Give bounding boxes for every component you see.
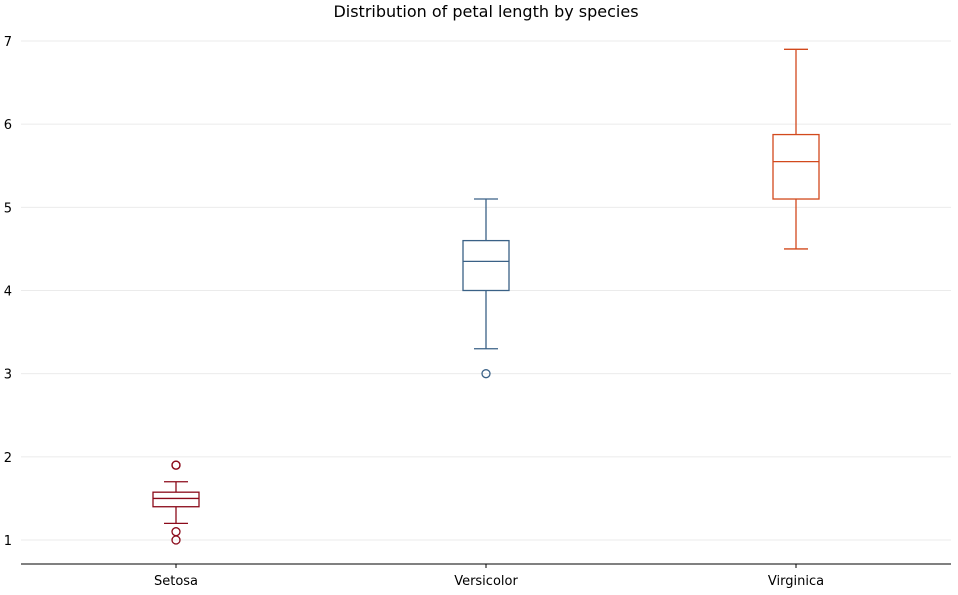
outlier-point <box>171 527 181 537</box>
y-tick-label: 3 <box>4 368 12 383</box>
outlier-point <box>481 369 491 379</box>
iqr-box <box>772 133 820 200</box>
chart-title: Distribution of petal length by species <box>333 2 638 21</box>
y-tick-label: 4 <box>4 285 12 300</box>
y-tick-label: 7 <box>4 35 12 50</box>
x-tick-label: Virginica <box>768 574 824 589</box>
y-tick-label: 6 <box>4 118 12 133</box>
outlier-point <box>171 460 181 470</box>
box-setosa <box>152 460 200 545</box>
boxes <box>152 48 820 545</box>
box-virginica <box>772 48 820 250</box>
iqr-box <box>462 239 510 292</box>
y-tick-label: 5 <box>4 201 12 216</box>
x-tick-label: Setosa <box>154 574 198 589</box>
iqr-box <box>152 491 200 508</box>
x-ticks: Setosa Versicolor Virginica <box>154 564 824 589</box>
box-versicolor <box>462 198 510 379</box>
y-ticks: 1 2 3 4 5 6 7 <box>4 35 12 549</box>
y-tick-label: 1 <box>4 534 12 549</box>
x-tick-label: Versicolor <box>454 574 518 589</box>
y-tick-label: 2 <box>4 451 12 466</box>
